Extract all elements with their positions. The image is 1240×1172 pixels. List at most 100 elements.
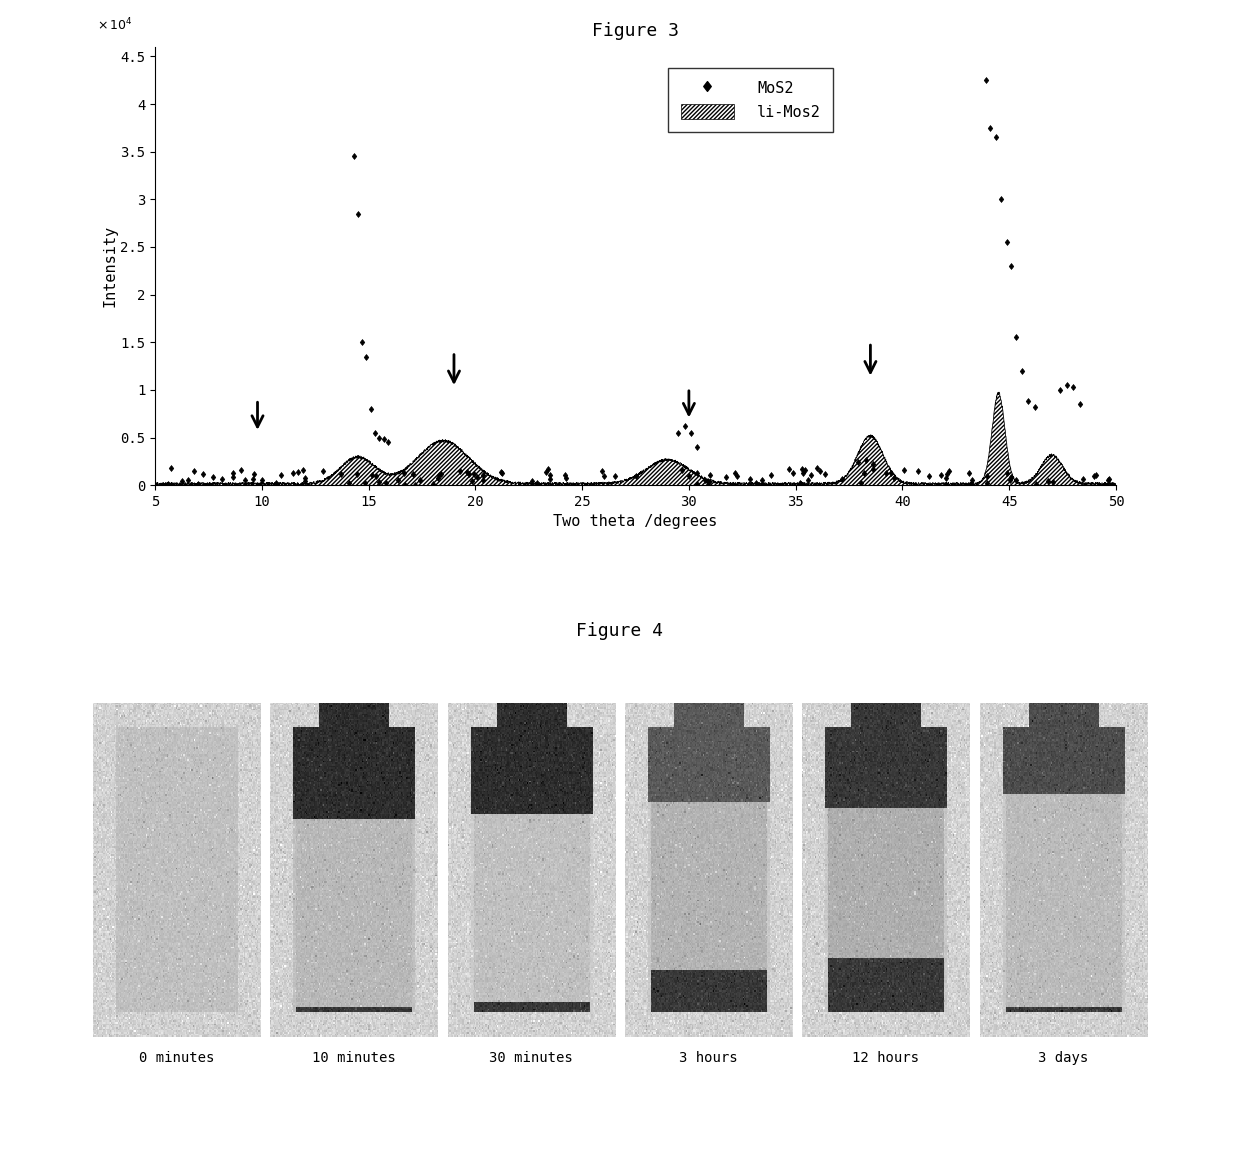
- Point: [243, 470, 263, 489]
- Y-axis label: Intensity: Intensity: [103, 225, 118, 307]
- Point: [356, 473, 376, 492]
- Point: [541, 465, 560, 484]
- Point: [880, 464, 900, 483]
- Point: [962, 470, 982, 489]
- Point: [405, 476, 425, 495]
- Point: [459, 464, 479, 483]
- Point: [751, 470, 771, 489]
- Point: [159, 475, 179, 493]
- Point: [854, 463, 874, 482]
- Text: 0 minutes: 0 minutes: [139, 1051, 215, 1065]
- Point: [1018, 391, 1038, 410]
- Text: 3 hours: 3 hours: [680, 1051, 738, 1065]
- Point: [200, 476, 219, 495]
- Point: [1099, 470, 1118, 489]
- Point: [352, 333, 372, 352]
- Point: [815, 464, 835, 483]
- Point: [1006, 328, 1025, 347]
- Point: [1002, 257, 1022, 275]
- Point: [556, 469, 575, 488]
- Point: [212, 470, 232, 489]
- Point: [1043, 472, 1063, 491]
- Point: [848, 452, 868, 471]
- Point: [1027, 475, 1047, 493]
- Point: [991, 190, 1011, 209]
- Point: [1056, 376, 1076, 395]
- Point: [252, 471, 272, 490]
- Point: [1025, 397, 1045, 416]
- Point: [492, 464, 512, 483]
- Legend: MoS2, li-Mos2: MoS2, li-Mos2: [668, 68, 833, 131]
- Point: [472, 470, 492, 489]
- Point: [339, 475, 358, 493]
- Point: [779, 459, 799, 478]
- Point: [423, 475, 443, 493]
- Point: [430, 464, 450, 483]
- Point: [593, 462, 613, 481]
- Point: [272, 465, 291, 484]
- Point: [937, 464, 957, 483]
- Point: [223, 464, 243, 483]
- Point: [782, 463, 802, 482]
- Point: [672, 461, 692, 479]
- Point: [223, 468, 243, 486]
- Point: [931, 465, 951, 484]
- Point: [1001, 468, 1021, 486]
- Text: $\times\,10^4$: $\times\,10^4$: [97, 18, 133, 34]
- Point: [936, 468, 956, 486]
- Point: [267, 473, 286, 492]
- Point: [289, 462, 309, 481]
- Point: [799, 471, 818, 490]
- Point: [939, 462, 959, 481]
- Point: [1006, 470, 1025, 489]
- Point: [362, 465, 382, 484]
- Point: [522, 472, 542, 491]
- Point: [1012, 361, 1032, 380]
- Point: [394, 476, 414, 495]
- Point: [293, 461, 312, 479]
- Point: [538, 459, 558, 478]
- Point: [428, 469, 448, 488]
- Point: [792, 464, 812, 483]
- Point: [856, 451, 875, 470]
- Point: [997, 463, 1017, 482]
- Point: [1001, 470, 1021, 489]
- Point: [536, 463, 556, 482]
- Point: [746, 473, 766, 492]
- Point: [393, 464, 413, 483]
- Point: [403, 464, 423, 483]
- Point: [450, 462, 470, 481]
- Point: [410, 471, 430, 490]
- Point: [761, 465, 781, 484]
- Point: [366, 466, 386, 485]
- Point: [863, 459, 883, 478]
- Point: [193, 465, 213, 484]
- Point: [161, 458, 181, 477]
- Text: 10 minutes: 10 minutes: [312, 1051, 396, 1065]
- Point: [724, 463, 744, 482]
- Point: [491, 463, 511, 482]
- Point: [1095, 476, 1115, 495]
- Point: [429, 465, 449, 484]
- Point: [687, 437, 707, 456]
- Point: [680, 466, 699, 485]
- Point: [801, 465, 821, 484]
- Point: [295, 471, 315, 490]
- Point: [594, 466, 614, 485]
- Point: [1050, 381, 1070, 400]
- Point: [807, 459, 827, 478]
- Point: [728, 466, 748, 485]
- Point: [980, 118, 999, 137]
- Point: [370, 472, 389, 491]
- Point: [717, 468, 737, 486]
- Text: 12 hours: 12 hours: [852, 1051, 920, 1065]
- Point: [791, 475, 811, 493]
- Point: [959, 464, 978, 483]
- Point: [977, 473, 997, 492]
- Point: [884, 468, 904, 486]
- Point: [202, 468, 222, 486]
- Point: [687, 475, 707, 493]
- Point: [919, 466, 939, 485]
- Point: [234, 471, 254, 490]
- Point: [179, 471, 198, 490]
